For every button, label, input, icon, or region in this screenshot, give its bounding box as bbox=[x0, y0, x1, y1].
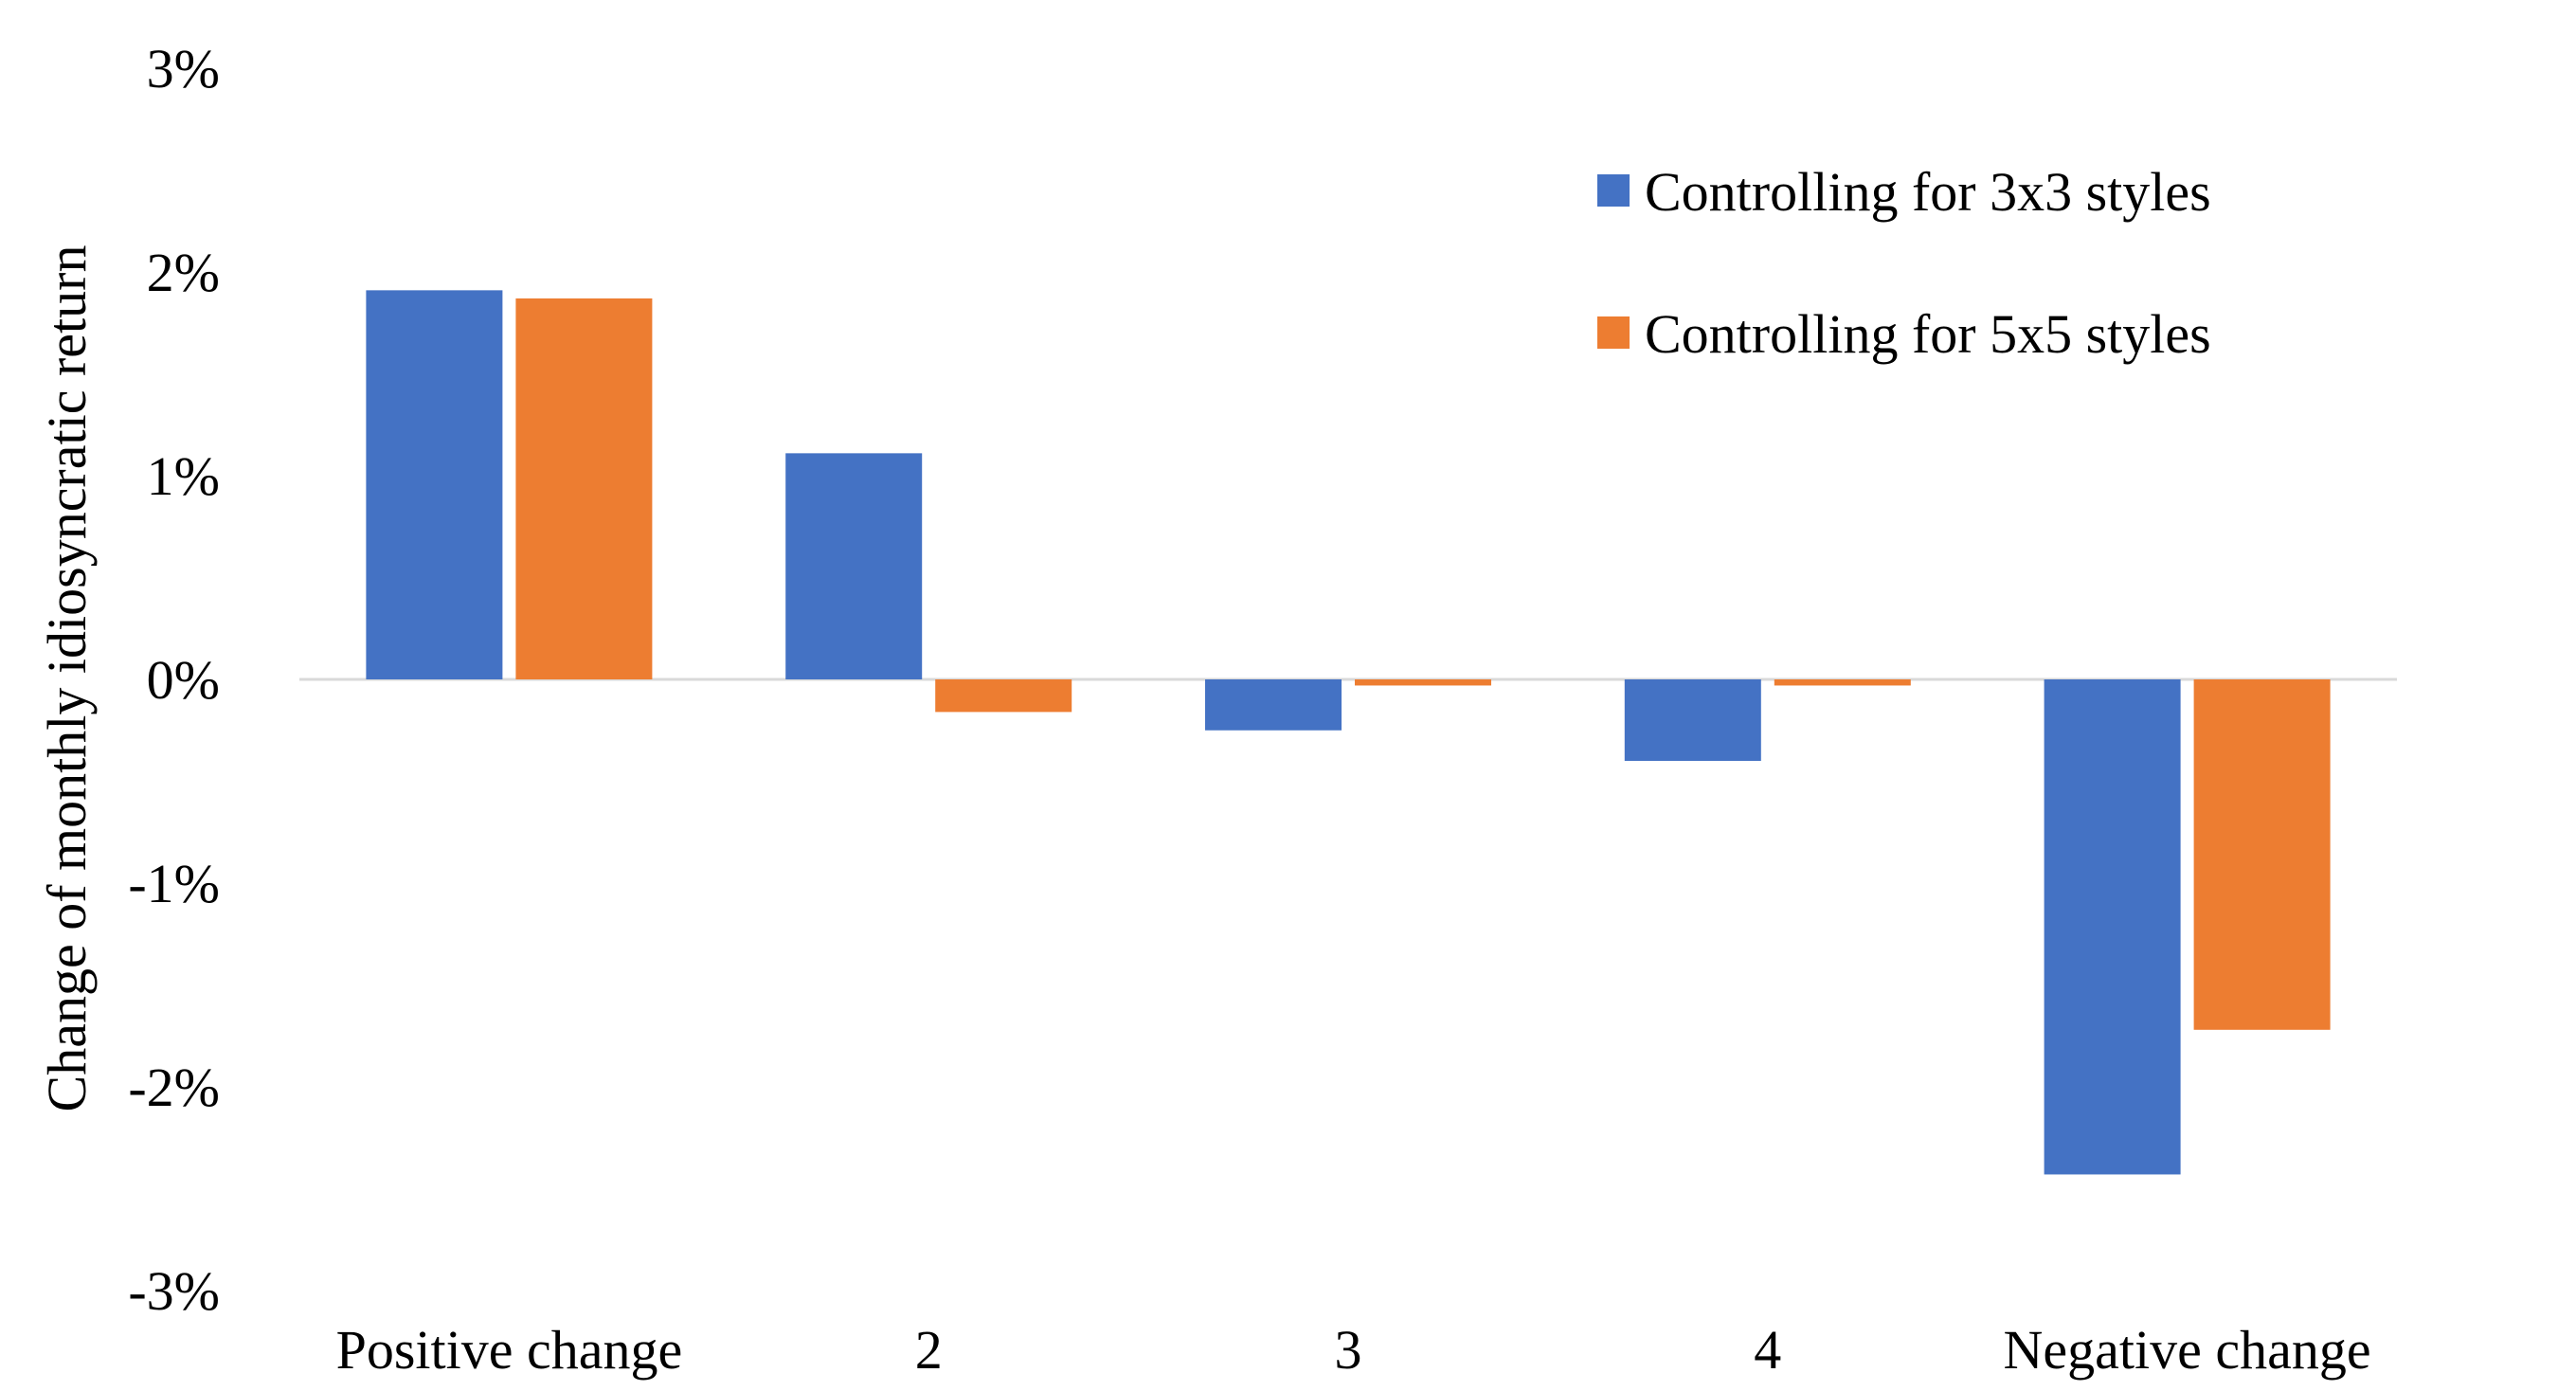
y-tick-label: -1% bbox=[128, 853, 220, 914]
legend-label-1: Controlling for 3x3 styles bbox=[1645, 161, 2211, 223]
y-tick-label: -3% bbox=[128, 1260, 220, 1322]
y-axis-title: Change of monthly idiosyncratic return bbox=[36, 245, 98, 1112]
x-tick-label: 2 bbox=[915, 1319, 943, 1381]
x-tick-label: Negative change bbox=[2004, 1319, 2371, 1381]
bar-series1-4 bbox=[1624, 679, 1761, 761]
x-tick-label: Positive change bbox=[336, 1319, 683, 1381]
legend-label-2: Controlling for 5x5 styles bbox=[1645, 303, 2211, 365]
y-tick-label: 2% bbox=[147, 242, 220, 303]
bar-series1-3 bbox=[1205, 679, 1342, 731]
y-tick-label: -2% bbox=[128, 1057, 220, 1118]
bar-series2-5 bbox=[2193, 679, 2331, 1030]
y-axis-title-group: Change of monthly idiosyncratic return bbox=[36, 245, 98, 1112]
y-tick-label: 0% bbox=[147, 649, 220, 711]
x-tick-label: 4 bbox=[1754, 1319, 1781, 1381]
legend-swatch-2 bbox=[1597, 316, 1630, 349]
bar-series2-3 bbox=[1355, 679, 1491, 686]
y-tick-label: 3% bbox=[147, 38, 220, 99]
bar-series2-4 bbox=[1774, 679, 1911, 686]
bar-series1-2 bbox=[785, 453, 923, 679]
bar-series1-1 bbox=[366, 290, 503, 679]
y-tick-label: 1% bbox=[147, 445, 220, 507]
bars-group bbox=[366, 290, 2331, 1175]
x-axis-ticks: Positive change 2 3 4 Negative change bbox=[336, 1319, 2371, 1381]
bar-series2-2 bbox=[935, 679, 1072, 713]
legend-swatch-1 bbox=[1597, 174, 1630, 207]
bar-series1-5 bbox=[2044, 679, 2181, 1175]
x-tick-label: 3 bbox=[1335, 1319, 1362, 1381]
y-axis-ticks: 3% 2% 1% 0% -1% -2% -3% bbox=[128, 38, 220, 1322]
bar-series2-1 bbox=[515, 298, 653, 679]
legend: Controlling for 3x3 styles Controlling fo… bbox=[1597, 161, 2211, 365]
